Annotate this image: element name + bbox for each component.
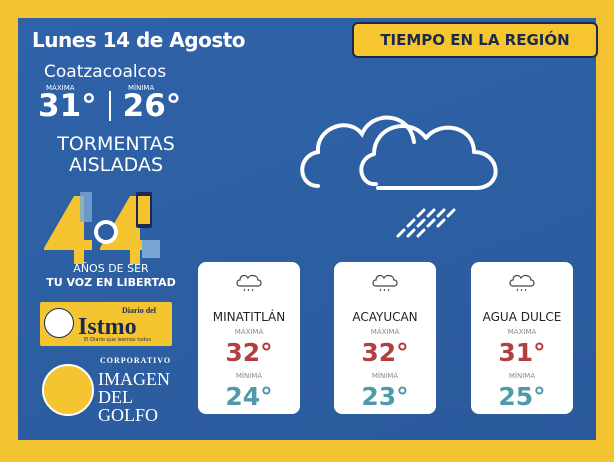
- min-label: MÍNIMA: [128, 84, 155, 92]
- region-title-badge: TIEMPO EN LA REGIÓN: [352, 22, 598, 58]
- istmo-seal-icon: [44, 308, 74, 338]
- anniversary-44-logo: [44, 192, 160, 264]
- istmo-small-title: Diario del: [122, 306, 156, 315]
- max-label: MÁXIMA: [507, 328, 537, 336]
- condition-line-2: AISLADAS: [68, 154, 164, 176]
- city-card: AGUA DULCE MÁXIMA 31° MÍNIMA 25°: [471, 262, 573, 414]
- city-name: AGUA DULCE: [482, 310, 562, 324]
- max-temp: 31°: [498, 338, 546, 367]
- max-temp: 32°: [361, 338, 409, 367]
- condition-line-1: TORMENTAS: [57, 133, 175, 155]
- istmo-tagline: El Diario que leemos todos: [84, 337, 152, 343]
- main-city-name: Coatzacoalcos: [44, 62, 167, 82]
- corp-name-2: DEL: [98, 387, 133, 407]
- min-temp: 23°: [361, 382, 409, 411]
- cloud-rain-icon: [509, 274, 535, 292]
- city-name: MINATITLÁN: [212, 310, 286, 324]
- max-temp: 32°: [225, 338, 273, 367]
- min-label: MÍNIMA: [371, 372, 399, 380]
- min-label: MÍNIMA: [235, 372, 263, 380]
- corporativo-seal-icon: [42, 364, 94, 416]
- date-heading: Lunes 14 de Agosto: [32, 28, 246, 52]
- max-label: MÁXIMA: [370, 328, 400, 336]
- diario-del-istmo-logo: Diario del Istmo El Diario que leemos to…: [40, 302, 172, 346]
- cloud-rain-icon: [372, 274, 398, 292]
- city-card: MINATITLÁN MÁXIMA 32° MÍNIMA 24°: [198, 262, 300, 414]
- min-temp: 25°: [498, 382, 546, 411]
- corp-name-1: IMAGEN: [98, 369, 170, 389]
- min-label: MÍNIMA: [508, 372, 536, 380]
- temp-separator: [108, 91, 111, 121]
- corp-name-3: GOLFO: [98, 405, 159, 425]
- corporativo-logo: CORPORATIVO IMAGEN DEL GOLFO: [40, 352, 180, 424]
- cloud-rain-icon: [236, 274, 262, 292]
- main-max-temp: 31°: [38, 88, 97, 124]
- anniversary-slogan: TU VOZ EN LIBERTAD: [46, 276, 176, 289]
- region-title: TIEMPO EN LA REGIÓN: [380, 31, 570, 49]
- corporativo-name: IMAGEN DEL GOLFO: [98, 370, 170, 424]
- cloud-rain-icon: [300, 115, 498, 238]
- city-card: ACAYUCAN MÁXIMA 32° MÍNIMA 23°: [334, 262, 436, 414]
- min-temp: 24°: [225, 382, 273, 411]
- max-label: MÁXIMA: [234, 328, 264, 336]
- city-name: ACAYUCAN: [352, 310, 418, 324]
- main-min-temp: 26°: [122, 88, 182, 124]
- main-temps: 31° 26°: [38, 88, 181, 124]
- corporativo-label: CORPORATIVO: [100, 356, 172, 365]
- anniversary-years-text: AÑOS DE SER: [73, 262, 149, 275]
- condition: TORMENTAS AISLADAS: [56, 134, 176, 176]
- max-label: MÁXIMA: [46, 84, 75, 92]
- istmo-title: Istmo: [78, 314, 137, 340]
